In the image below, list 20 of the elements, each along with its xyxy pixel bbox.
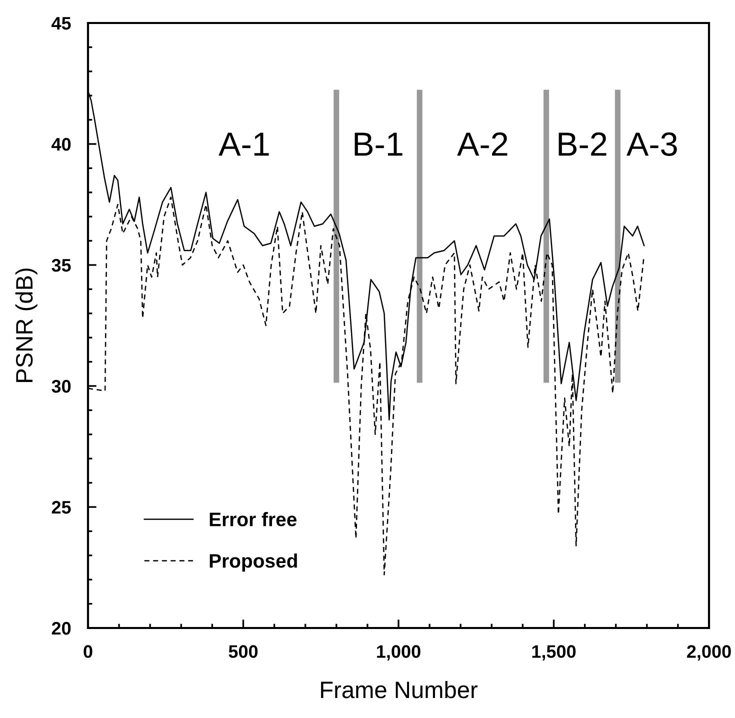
x-tick-label: 1,000 (377, 645, 420, 661)
y-tick-label: 30 (52, 380, 71, 393)
annotation: A-1 (218, 132, 269, 156)
annotation: B-2 (558, 132, 606, 156)
x-tick-label: 0 (84, 645, 92, 658)
x-tick-label: 2,000 (687, 645, 731, 661)
x-tick-label: 500 (228, 645, 258, 658)
x-axis-title: Frame Number (321, 680, 478, 698)
x-tick-label: 1,500 (532, 645, 576, 661)
y-tick-label: 40 (52, 138, 71, 151)
y-tick-label: 35 (52, 258, 71, 272)
y-tick-label: 20 (52, 622, 71, 635)
legend-label: Error free (210, 512, 297, 526)
y-axis-title: PSNR (dB) (15, 268, 38, 382)
legend-label: Proposed (210, 553, 297, 572)
annotation: A-2 (457, 132, 508, 156)
y-tick-label: 25 (52, 500, 71, 514)
y-tick-label: 45 (52, 17, 71, 30)
annotation: B-1 (354, 132, 402, 156)
annotation: A-3 (626, 132, 677, 156)
